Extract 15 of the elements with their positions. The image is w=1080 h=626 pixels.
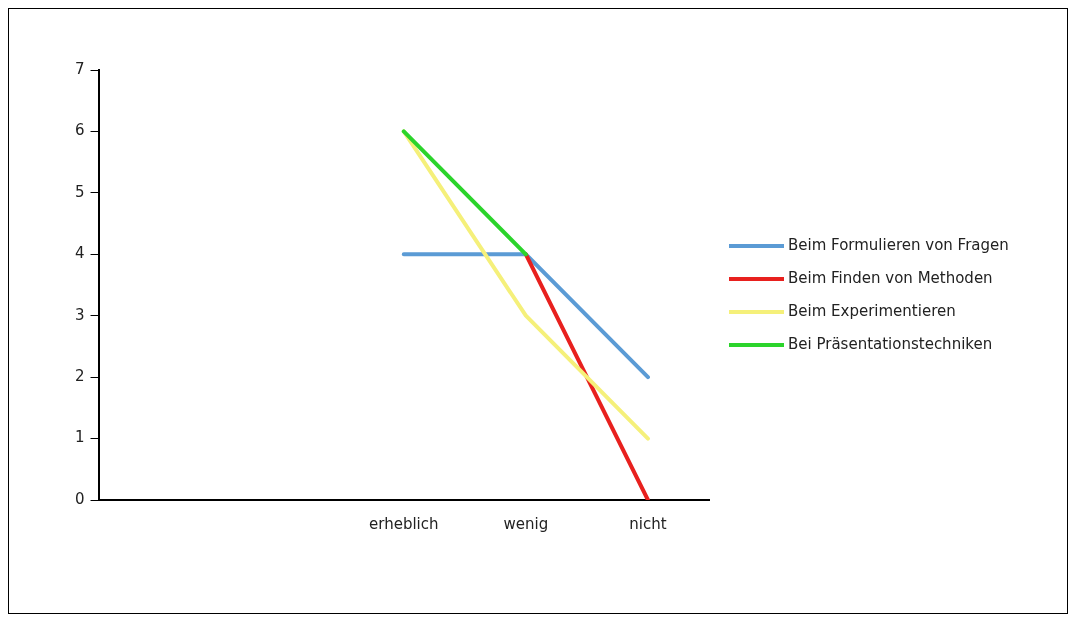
y-tick-label: 5 <box>75 182 85 201</box>
y-tick-label: 6 <box>75 121 85 140</box>
legend-label: Beim Finden von Methoden <box>788 268 994 289</box>
x-tick-label: erheblich <box>369 514 439 533</box>
legend-label: Beim Experimentieren <box>788 301 957 322</box>
legend-label: Beim Formulieren von Fragen <box>788 235 1010 256</box>
y-tick-label: 7 <box>75 59 85 78</box>
y-tick-label: 2 <box>75 367 85 386</box>
x-tick-label: nicht <box>629 514 667 533</box>
y-tick-label: 3 <box>75 305 85 324</box>
y-tick-label: 0 <box>75 489 85 508</box>
legend-label: Bei Präsentationstechniken <box>788 334 994 355</box>
y-tick-label: 1 <box>75 428 85 447</box>
x-tick-label: wenig <box>503 514 549 533</box>
y-tick-label: 4 <box>75 244 85 263</box>
